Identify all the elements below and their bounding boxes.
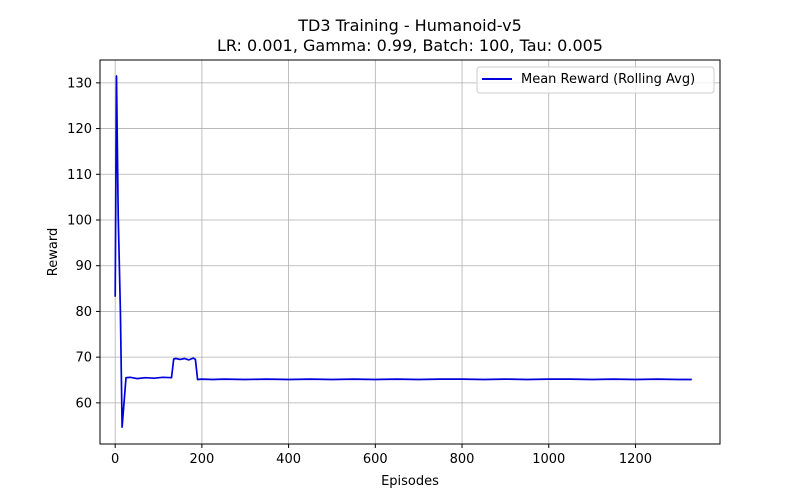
y-tick-label: 130	[67, 76, 92, 91]
plot-area-frame	[99, 59, 721, 445]
y-tick-label: 110	[67, 168, 92, 183]
series-line	[114, 75, 692, 428]
chart-title: TD3 Training - Humanoid-v5	[297, 16, 522, 35]
x-tick-label: 800	[450, 452, 475, 467]
x-tick-label: 1000	[532, 452, 565, 467]
y-tick-label: 100	[67, 214, 92, 229]
y-tick-label: 70	[75, 351, 92, 366]
x-tick-label: 400	[276, 452, 301, 467]
y-tick-label: 80	[75, 305, 92, 320]
x-tick-label: 0	[111, 452, 119, 467]
series-layer	[114, 75, 692, 428]
legend-box	[476, 66, 715, 94]
y-tick-label: 90	[75, 259, 92, 274]
grid-lines	[100, 60, 720, 444]
y-axis-ticks: 60 70 80 90 100 110 120 130	[67, 76, 100, 411]
y-axis-label: Reward	[46, 228, 61, 276]
x-tick-label: 1200	[619, 452, 652, 467]
x-axis-label: Episodes	[381, 474, 439, 489]
legend-label: Mean Reward (Rolling Avg)	[521, 72, 695, 87]
chart-subtitle: LR: 0.001, Gamma: 0.99, Batch: 100, Tau:…	[217, 36, 603, 55]
x-tick-label: 600	[363, 452, 388, 467]
x-tick-label: 200	[189, 452, 214, 467]
x-axis-ticks: 0 200 400 600 800 1000 1200	[111, 444, 652, 467]
y-tick-label: 60	[75, 396, 92, 411]
y-tick-label: 120	[67, 122, 92, 137]
legend: Mean Reward (Rolling Avg)	[476, 66, 715, 94]
